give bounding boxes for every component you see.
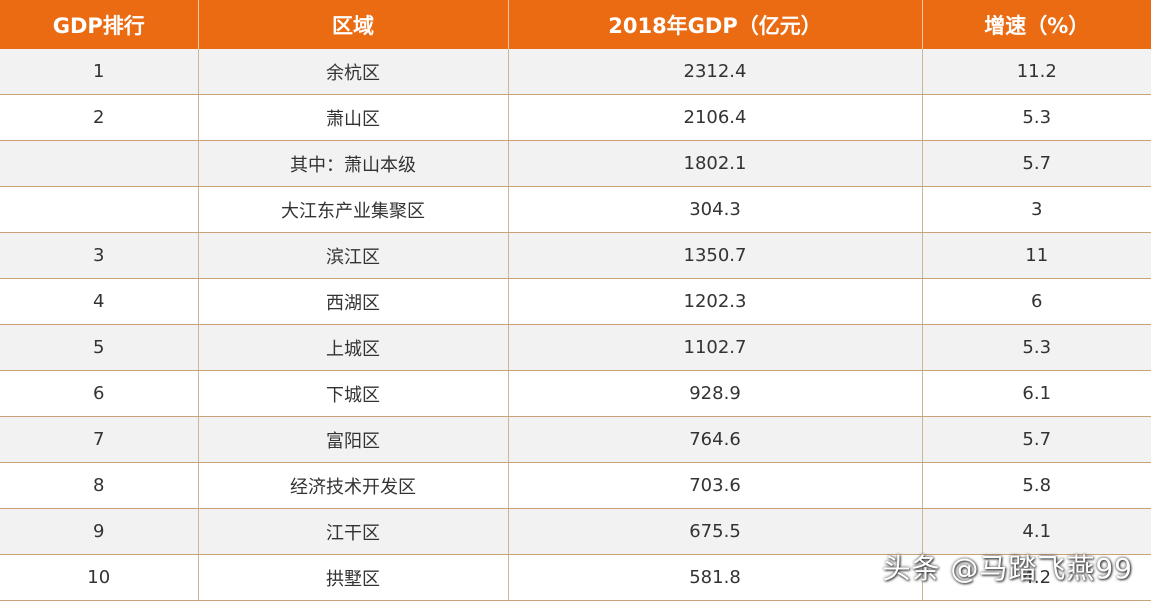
cell-gdp: 928.9 — [508, 370, 923, 417]
cell-rank: 7 — [0, 416, 199, 463]
table-row: 其中：萧山本级 1802.1 5.7 — [0, 140, 1151, 187]
header-rank: GDP排行 — [0, 0, 199, 49]
cell-rank — [0, 140, 199, 187]
cell-growth: 11 — [922, 232, 1151, 279]
table-row: 9 江干区 675.5 4.1 — [0, 508, 1151, 555]
cell-region: 江干区 — [198, 508, 509, 555]
cell-gdp: 2312.4 — [508, 49, 923, 95]
cell-growth: 5.7 — [922, 416, 1151, 463]
table-row: 大江东产业集聚区 304.3 3 — [0, 186, 1151, 233]
table-body: 1 余杭区 2312.4 11.2 2 萧山区 2106.4 5.3 其中：萧山… — [0, 49, 1151, 601]
cell-gdp: 304.3 — [508, 186, 923, 233]
cell-region: 滨江区 — [198, 232, 509, 279]
header-gdp: 2018年GDP（亿元） — [508, 0, 923, 49]
cell-growth: 5.7 — [922, 140, 1151, 187]
cell-gdp: 1802.1 — [508, 140, 923, 187]
cell-rank: 10 — [0, 554, 199, 601]
cell-region: 经济技术开发区 — [198, 462, 509, 509]
cell-growth: 6 — [922, 278, 1151, 325]
header-row: GDP排行 区域 2018年GDP（亿元） 增速（%） — [0, 0, 1151, 49]
cell-rank: 3 — [0, 232, 199, 279]
header-growth: 增速（%） — [922, 0, 1151, 49]
cell-gdp: 703.6 — [508, 462, 923, 509]
table-row: 2 萧山区 2106.4 5.3 — [0, 94, 1151, 141]
cell-growth: 5.3 — [922, 94, 1151, 141]
cell-region: 萧山区 — [198, 94, 509, 141]
table-row: 4 西湖区 1202.3 6 — [0, 278, 1151, 325]
cell-rank — [0, 186, 199, 233]
table-row: 1 余杭区 2312.4 11.2 — [0, 49, 1151, 95]
cell-region: 富阳区 — [198, 416, 509, 463]
cell-rank: 5 — [0, 324, 199, 371]
cell-growth: 11.2 — [922, 49, 1151, 95]
cell-growth: 4.2 — [922, 554, 1151, 601]
cell-region: 西湖区 — [198, 278, 509, 325]
cell-rank: 8 — [0, 462, 199, 509]
table-row: 3 滨江区 1350.7 11 — [0, 232, 1151, 279]
cell-gdp: 1102.7 — [508, 324, 923, 371]
cell-rank: 9 — [0, 508, 199, 555]
cell-rank: 6 — [0, 370, 199, 417]
cell-gdp: 764.6 — [508, 416, 923, 463]
cell-rank: 1 — [0, 49, 199, 95]
cell-region: 上城区 — [198, 324, 509, 371]
cell-rank: 2 — [0, 94, 199, 141]
watermark-text: 头条 @马踏飞燕99 — [882, 552, 1133, 585]
table-header: GDP排行 区域 2018年GDP（亿元） 增速（%） — [0, 0, 1151, 49]
cell-region: 大江东产业集聚区 — [198, 186, 509, 233]
cell-growth: 5.8 — [922, 462, 1151, 509]
table-row: 6 下城区 928.9 6.1 — [0, 370, 1151, 417]
cell-region: 其中：萧山本级 — [198, 140, 509, 187]
cell-region: 拱墅区 — [198, 554, 509, 601]
table-row: 5 上城区 1102.7 5.3 — [0, 324, 1151, 371]
cell-gdp: 675.5 — [508, 508, 923, 555]
cell-growth: 3 — [922, 186, 1151, 233]
cell-gdp: 581.8 — [508, 554, 923, 601]
cell-growth: 4.1 — [922, 508, 1151, 555]
table-row: 7 富阳区 764.6 5.7 — [0, 416, 1151, 463]
cell-region: 下城区 — [198, 370, 509, 417]
table-row: 10 拱墅区 581.8 4.2 — [0, 554, 1151, 601]
cell-rank: 4 — [0, 278, 199, 325]
cell-region: 余杭区 — [198, 49, 509, 95]
cell-gdp: 2106.4 — [508, 94, 923, 141]
cell-gdp: 1350.7 — [508, 232, 923, 279]
cell-growth: 5.3 — [922, 324, 1151, 371]
cell-growth: 6.1 — [922, 370, 1151, 417]
header-region: 区域 — [198, 0, 509, 49]
table-row: 8 经济技术开发区 703.6 5.8 — [0, 462, 1151, 509]
cell-gdp: 1202.3 — [508, 278, 923, 325]
